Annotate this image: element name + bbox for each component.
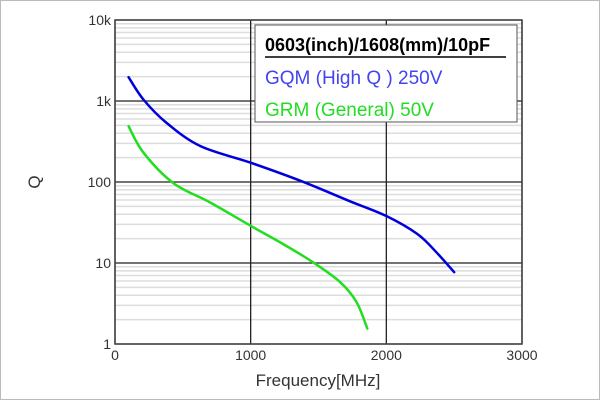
- legend-box: [254, 24, 518, 123]
- y-tick-label: 100: [88, 174, 112, 190]
- x-tick-label: 2000: [371, 347, 402, 363]
- legend-entry-gqm: GQM (High Q ) 250V: [265, 68, 443, 89]
- x-tick-label: 1000: [235, 347, 266, 363]
- curves: [127, 75, 456, 330]
- legend-title: 0603(inch)/1608(mm)/10pF: [265, 35, 490, 55]
- x-tick-label: 3000: [506, 347, 537, 363]
- tick-labels: 0 1000 2000 3000 1 10 100 1k 10k: [88, 12, 538, 363]
- series-line-0: [127, 75, 456, 274]
- y-tick-label: 1: [103, 336, 111, 352]
- legend: 0603(inch)/1608(mm)/10pF GQM (High Q ) 2…: [254, 24, 518, 123]
- series-line-1: [127, 124, 369, 330]
- y-tick-label: 10: [95, 255, 111, 271]
- legend-entry-grm: GRM (General) 50V: [265, 100, 434, 121]
- y-axis-label: Q: [25, 175, 44, 188]
- x-axis-label: Frequency[MHz]: [256, 371, 381, 390]
- y-tick-label: 10k: [88, 12, 112, 28]
- x-tick-label: 0: [111, 347, 119, 363]
- plot-border: [114, 19, 523, 345]
- y-tick-label: 1k: [96, 93, 112, 109]
